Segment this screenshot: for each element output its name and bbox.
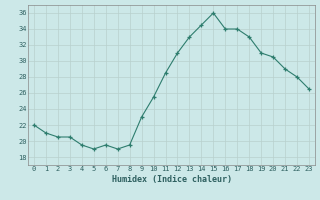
X-axis label: Humidex (Indice chaleur): Humidex (Indice chaleur) xyxy=(111,175,231,184)
